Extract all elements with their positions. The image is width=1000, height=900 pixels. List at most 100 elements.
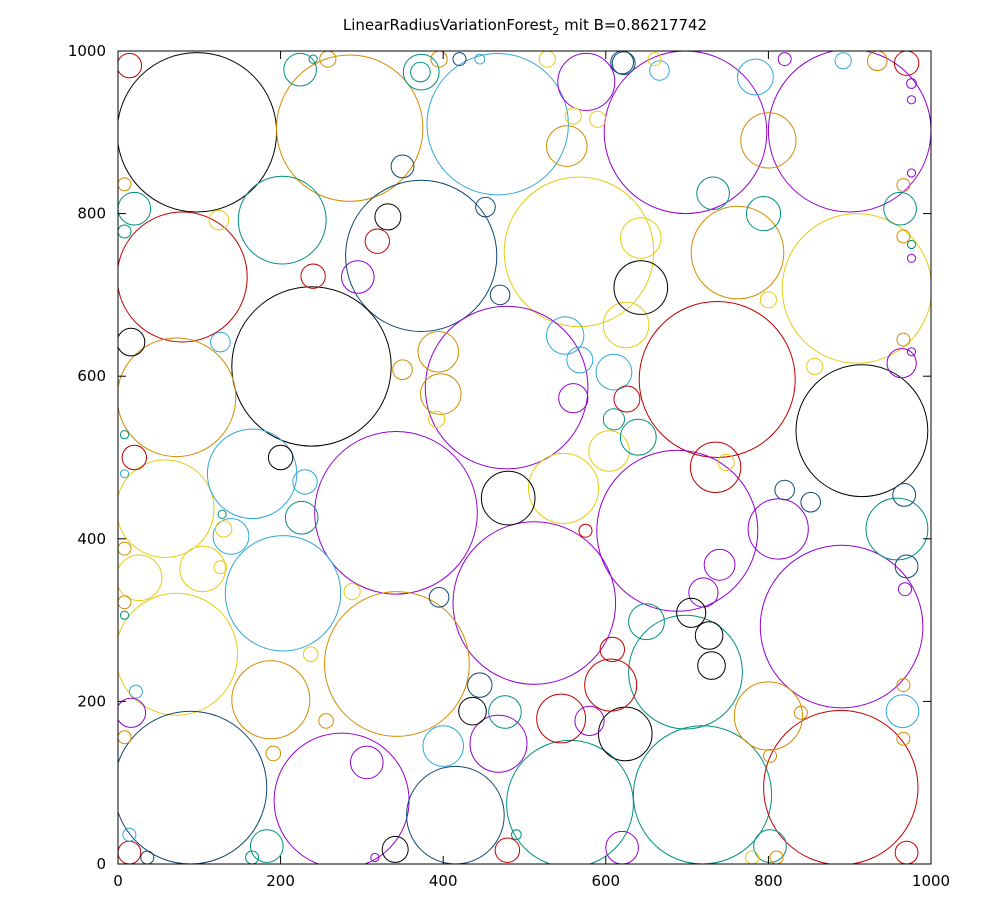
data-circle bbox=[318, 713, 334, 729]
plot-frame bbox=[117, 50, 932, 865]
data-circle bbox=[350, 745, 384, 780]
y-tick-label: 0 bbox=[96, 855, 106, 873]
data-circle bbox=[613, 385, 641, 413]
data-circle bbox=[689, 441, 742, 493]
data-circle bbox=[632, 725, 773, 864]
data-circle bbox=[737, 58, 774, 96]
x-tick-label: 0 bbox=[113, 872, 123, 890]
data-circle bbox=[489, 284, 511, 306]
x-tick-label: 800 bbox=[754, 872, 783, 890]
data-circle bbox=[546, 316, 585, 355]
data-circle bbox=[208, 209, 230, 231]
data-circle bbox=[324, 591, 470, 737]
data-circle bbox=[231, 286, 392, 447]
data-circle bbox=[584, 658, 638, 712]
data-circle bbox=[300, 263, 326, 289]
data-circle bbox=[428, 587, 450, 608]
data-circle bbox=[506, 739, 634, 864]
data-circle bbox=[424, 305, 589, 470]
data-circle bbox=[119, 469, 130, 479]
data-circle bbox=[224, 535, 342, 652]
data-circle bbox=[426, 53, 569, 196]
data-circle bbox=[213, 560, 228, 575]
data-circle bbox=[118, 554, 163, 602]
data-circle bbox=[212, 518, 250, 555]
data-circle bbox=[834, 52, 852, 70]
data-circle bbox=[885, 694, 920, 729]
data-circle bbox=[896, 178, 911, 193]
data-circle bbox=[140, 850, 155, 864]
data-circle bbox=[774, 479, 796, 501]
data-circle bbox=[370, 852, 380, 863]
data-circle bbox=[267, 444, 294, 471]
data-circle bbox=[390, 154, 415, 179]
data-circle bbox=[488, 695, 522, 729]
data-circle bbox=[564, 107, 582, 125]
data-circle bbox=[536, 693, 586, 744]
y-tick-label: 400 bbox=[77, 530, 106, 548]
data-circle bbox=[237, 175, 327, 265]
data-circle bbox=[231, 660, 311, 740]
data-circle bbox=[896, 678, 911, 693]
data-circle bbox=[546, 125, 588, 167]
chart-title-main: LinearRadiusVariationForest bbox=[343, 16, 553, 34]
data-circle bbox=[898, 582, 912, 597]
data-circle bbox=[467, 672, 493, 698]
data-circle bbox=[906, 168, 917, 178]
data-circle bbox=[381, 835, 409, 863]
data-circle bbox=[676, 597, 707, 628]
data-circle bbox=[206, 428, 298, 519]
data-circle bbox=[249, 829, 284, 863]
data-circle bbox=[896, 229, 911, 244]
data-circle bbox=[896, 731, 911, 746]
data-circle bbox=[118, 337, 237, 458]
data-circle bbox=[610, 51, 634, 75]
data-circle bbox=[867, 51, 888, 72]
data-circle bbox=[717, 453, 735, 471]
x-tick-label: 200 bbox=[266, 872, 295, 890]
data-circle bbox=[753, 829, 787, 863]
data-circle bbox=[118, 697, 147, 728]
data-circle bbox=[406, 765, 505, 864]
data-circle bbox=[781, 213, 931, 364]
data-circle bbox=[892, 483, 917, 507]
data-circle bbox=[602, 408, 626, 431]
data-circle bbox=[793, 705, 808, 720]
data-circle bbox=[430, 51, 448, 68]
data-circle bbox=[118, 595, 132, 610]
data-circle bbox=[528, 452, 599, 524]
data-circle bbox=[690, 205, 785, 300]
data-circle bbox=[118, 459, 215, 558]
data-circle bbox=[428, 410, 446, 428]
data-circle bbox=[420, 373, 462, 415]
data-circle bbox=[588, 430, 630, 472]
y-tick-label: 1000 bbox=[68, 42, 106, 60]
data-circle bbox=[800, 491, 822, 513]
data-circle bbox=[886, 348, 917, 379]
y-tick-label: 200 bbox=[77, 692, 106, 710]
data-circle bbox=[595, 353, 633, 391]
data-circle bbox=[745, 196, 782, 232]
data-circle bbox=[649, 60, 670, 81]
data-circle bbox=[906, 253, 917, 263]
data-circle bbox=[118, 191, 152, 226]
data-circle bbox=[292, 469, 318, 495]
data-circle bbox=[647, 52, 662, 67]
x-tick-label: 1000 bbox=[912, 872, 950, 890]
data-circle bbox=[906, 239, 917, 250]
data-circle bbox=[345, 179, 498, 332]
data-circle bbox=[759, 291, 778, 309]
data-circle bbox=[118, 224, 132, 239]
data-circle bbox=[452, 521, 617, 685]
chart-title-subscript: 2 bbox=[552, 25, 559, 38]
data-circle bbox=[906, 78, 917, 89]
data-circle bbox=[767, 51, 931, 213]
data-circle bbox=[474, 53, 486, 65]
data-circle bbox=[894, 554, 919, 579]
data-circle bbox=[402, 53, 440, 91]
data-circle bbox=[341, 260, 375, 294]
circle-layer bbox=[118, 51, 931, 864]
data-circle bbox=[308, 54, 318, 64]
data-circle bbox=[574, 705, 605, 737]
data-circle bbox=[118, 211, 248, 343]
